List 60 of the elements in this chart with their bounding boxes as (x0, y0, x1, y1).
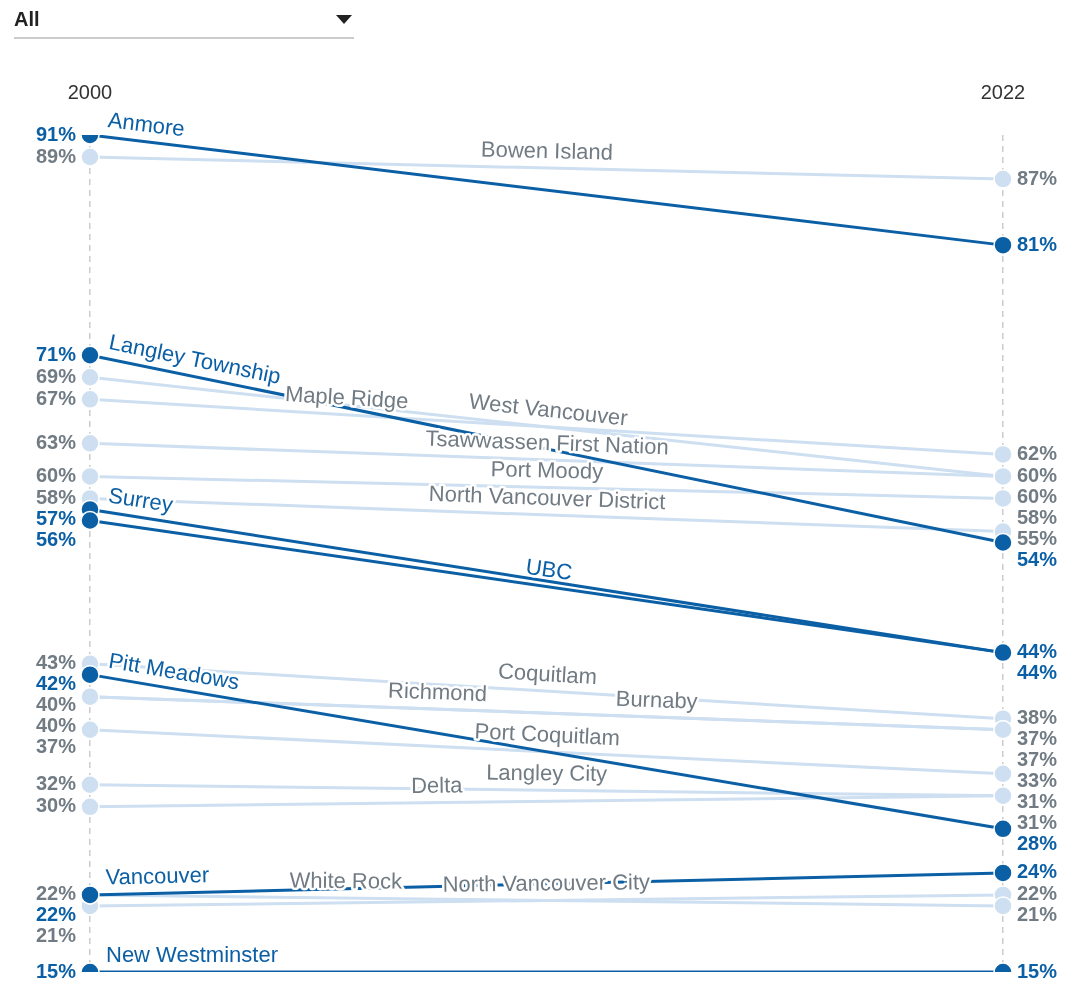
x-tick-label: 2000 (67, 80, 113, 103)
data-label: 31% (1017, 811, 1058, 834)
data-label: 40% (35, 693, 77, 716)
data-label: 56% (35, 527, 77, 550)
data-label: 15% (1017, 959, 1058, 982)
data-label: 15% (35, 959, 77, 982)
data-label: 28% (1017, 832, 1058, 855)
text: Langley Township (106, 329, 283, 389)
data-label: 37% (35, 735, 77, 758)
series-label: Richmond (387, 677, 488, 707)
data-label: 40% (35, 714, 77, 737)
data-label: 60% (1017, 484, 1058, 507)
series-label: New Westminster (106, 942, 278, 968)
series-label: Langley City (486, 759, 608, 787)
data-label: 22% (1017, 882, 1058, 905)
data-label: 67% (35, 386, 77, 409)
data-label: 60% (35, 463, 77, 486)
data-label: 63% (35, 430, 77, 453)
text: Pitt Meadows (106, 647, 242, 695)
data-label: 87% (1017, 166, 1058, 189)
x-tick-label: 2022 (980, 80, 1026, 103)
text: Anmore (106, 107, 187, 142)
data-label: 89% (35, 144, 77, 167)
data-label: 57% (35, 506, 77, 529)
data-label: 60% (1017, 463, 1058, 486)
text: Surrey (106, 482, 175, 518)
data-label: 44% (1017, 640, 1058, 663)
data-label: 22% (35, 903, 77, 926)
data-label: 71% (35, 342, 77, 365)
data-label: 42% (35, 672, 77, 695)
data-label: 21% (35, 924, 77, 947)
data-label: 33% (1017, 769, 1058, 792)
data-label: 30% (35, 794, 77, 817)
data-label: 22% (35, 882, 77, 905)
data-label: 24% (1017, 860, 1058, 883)
data-label: 91% (35, 122, 77, 145)
text: All (14, 8, 40, 31)
data-label: 43% (35, 651, 77, 674)
data-label: 31% (1017, 790, 1058, 813)
data-label: 21% (1017, 903, 1058, 926)
series-label: Delta (410, 772, 464, 798)
data-label: 58% (1017, 505, 1058, 528)
data-label: 54% (1017, 547, 1058, 570)
data-label: 55% (1017, 526, 1058, 549)
text: UBC (524, 553, 574, 585)
data-label: 62% (1017, 441, 1058, 464)
data-label: 32% (35, 772, 77, 795)
series-label: Vancouver (105, 862, 210, 890)
data-label: 81% (1017, 232, 1058, 255)
data-label: 69% (35, 364, 77, 387)
series-label: Burnaby (615, 685, 699, 714)
series-label: Port Coquitlam (474, 718, 621, 751)
series-label: Coquitlam (497, 658, 598, 690)
data-label: 44% (1017, 661, 1058, 684)
data-label: 37% (1017, 727, 1058, 750)
data-label: 37% (1017, 748, 1058, 771)
series-label: Maple Ridge (284, 381, 410, 414)
data-label: 58% (35, 485, 77, 508)
data-label: 38% (1017, 706, 1058, 729)
series-label: Bowen Island (480, 136, 614, 165)
